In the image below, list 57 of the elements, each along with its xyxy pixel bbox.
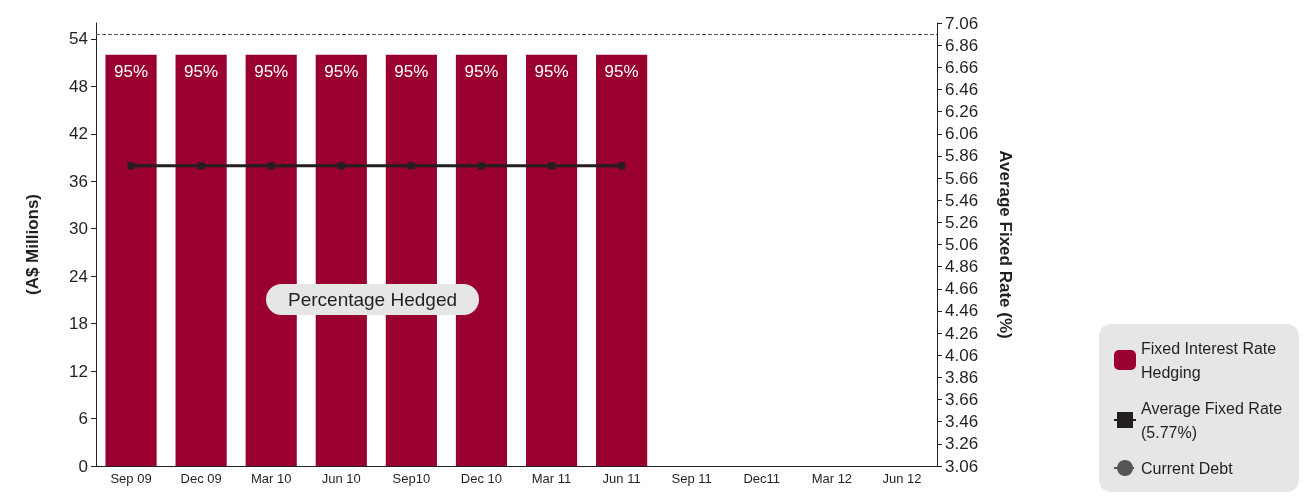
annotation: 95%	[604, 61, 639, 81]
y2-tick-label: 5.86	[945, 146, 979, 166]
y-tick-label: 42	[69, 124, 88, 144]
y2-tick-label: 6.26	[945, 102, 979, 122]
y-tick-label: 12	[69, 361, 88, 381]
y2-tick-label: 3.66	[945, 390, 979, 410]
x-tick-label: Sep 09	[110, 471, 152, 486]
y2-tick-label: 4.46	[945, 301, 979, 321]
legend-label: Current Debt	[1141, 459, 1234, 477]
y2-tick-label: 7.06	[945, 13, 979, 33]
y2-tick-label: 6.66	[945, 57, 979, 77]
y2-tick-label: 6.86	[945, 35, 979, 55]
y-tick-label: 30	[69, 219, 88, 239]
annotation: 95%	[464, 61, 499, 81]
y2-tick-label: 5.66	[945, 168, 979, 188]
x-tick-label: Dec11	[743, 471, 781, 486]
y-tick-label: 0	[78, 456, 88, 476]
legend-label: Fixed Interest Rate Hedging	[1141, 339, 1281, 381]
annotation: 95%	[534, 61, 569, 81]
annotation: 95%	[254, 61, 289, 81]
y-tick-label: 54	[69, 29, 88, 49]
x-tick-label: Dec 10	[460, 471, 503, 486]
y2-tick-label: 4.06	[945, 345, 979, 365]
x-tick-label: Mar 12	[811, 471, 853, 486]
y-tick-label: 24	[69, 266, 88, 286]
annotation: 95%	[184, 61, 219, 81]
x-tick-label: Dec 09	[180, 471, 222, 486]
annotation: 95%	[114, 61, 149, 81]
y2-tick-label: 6.06	[945, 124, 979, 144]
y2-tick-label: 3.06	[945, 456, 979, 476]
x-tick-label: Mar 11	[531, 471, 572, 486]
x-tick-label: Sep 11	[671, 471, 712, 486]
x-tick-label: Mar 10	[250, 471, 292, 486]
annotation: 95%	[324, 61, 359, 81]
y-axis-title: (A$ Millions)	[23, 193, 42, 296]
x-tick-label: Jun 11	[602, 471, 641, 486]
y2-tick-label: 5.06	[945, 235, 979, 254]
x-tick-label: Jun 10	[321, 471, 361, 486]
y2-tick-label: 3.46	[945, 412, 979, 432]
y2-tick-label: 3.86	[945, 367, 979, 387]
y2-tick-label: 4.26	[945, 323, 979, 343]
y2-tick-label: 5.26	[945, 212, 979, 232]
y2-tick-label: 3.26	[945, 434, 979, 454]
y-tick-label: 48	[69, 76, 88, 96]
y2-tick-label: 4.66	[945, 279, 979, 299]
y2-tick-label: 4.86	[945, 257, 979, 277]
x-tick-label: Jun 12	[882, 471, 922, 486]
y-tick-label: 36	[69, 171, 88, 191]
y2-tick-label: 5.46	[945, 190, 979, 210]
y-tick-label: 6	[78, 409, 88, 429]
y-tick-label: 18	[69, 314, 88, 334]
legend-label: Average Fixed Rate (5.77%)	[1141, 399, 1287, 441]
y2-tick-label: 6.46	[945, 79, 979, 99]
x-tick-label: Sep10	[392, 471, 431, 486]
y2-axis-title: Average Fixed Rate (%)	[996, 150, 1015, 339]
annotation: 95%	[394, 61, 429, 81]
annotation: Percentage Hedged	[288, 289, 458, 310]
